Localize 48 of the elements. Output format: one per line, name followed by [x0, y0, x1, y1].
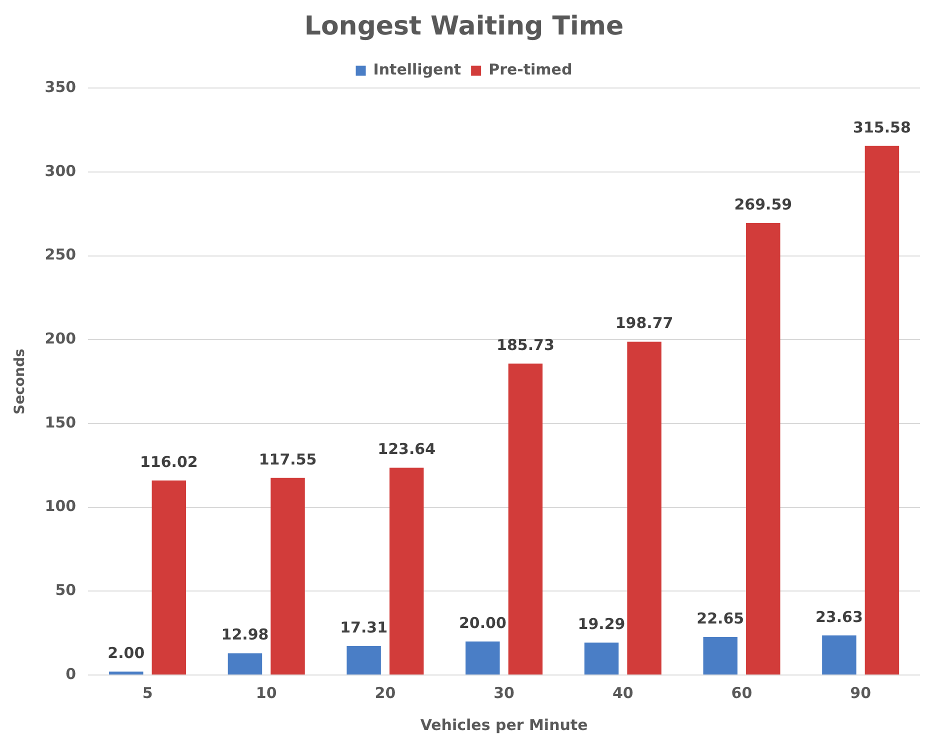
bar: [746, 223, 780, 674]
data-label: 19.29: [578, 615, 626, 634]
y-tick-label: 200: [44, 330, 76, 348]
bar: [584, 642, 619, 674]
x-tick-label: 20: [374, 684, 396, 702]
bar: [508, 364, 543, 674]
bar: [703, 637, 738, 674]
legend-label: Intelligent: [373, 60, 462, 79]
data-label: 116.02: [140, 452, 198, 471]
bar: [346, 646, 381, 674]
bar: [466, 641, 500, 674]
data-label: 20.00: [458, 614, 506, 632]
x-tick-label: 60: [731, 684, 752, 702]
data-label: 117.55: [258, 450, 317, 468]
y-tick-label: 100: [44, 497, 76, 516]
y-tick-label: 0: [66, 664, 76, 683]
y-tick-label: 250: [44, 246, 76, 264]
data-label: 12.98: [221, 626, 269, 644]
bar: [228, 653, 262, 674]
y-tick-label: 350: [44, 78, 76, 96]
y-tick-label: 50: [55, 581, 76, 600]
x-tick-label: 90: [850, 684, 872, 702]
chart-title: Longest Waiting Time: [304, 11, 624, 42]
bar: [152, 480, 186, 674]
data-label: 198.77: [615, 314, 674, 332]
bar: [822, 635, 856, 674]
data-label: 185.73: [496, 336, 554, 354]
y-axis-title: Seconds: [12, 348, 28, 415]
x-tick-label: 5: [142, 684, 153, 702]
bar: [627, 342, 662, 674]
x-tick-label: 30: [494, 684, 514, 702]
data-label: 23.63: [815, 608, 863, 626]
bar: [389, 468, 424, 674]
data-label: 315.58: [853, 118, 911, 136]
legend-label: Pre-timed: [488, 60, 572, 79]
x-tick-label: 40: [612, 684, 634, 702]
y-tick-label: 150: [44, 413, 76, 432]
bar: [270, 478, 305, 674]
data-label: 22.65: [696, 609, 744, 628]
data-label: 123.64: [378, 440, 436, 458]
x-axis-title: Vehicles per Minute: [420, 716, 588, 734]
x-tick-label: 10: [256, 684, 277, 702]
data-label: 2.00: [108, 644, 145, 662]
y-tick-label: 300: [44, 162, 76, 180]
bar: [109, 672, 144, 674]
data-label: 17.31: [340, 618, 388, 636]
data-label: 269.59: [734, 195, 792, 214]
bar: [864, 146, 900, 674]
